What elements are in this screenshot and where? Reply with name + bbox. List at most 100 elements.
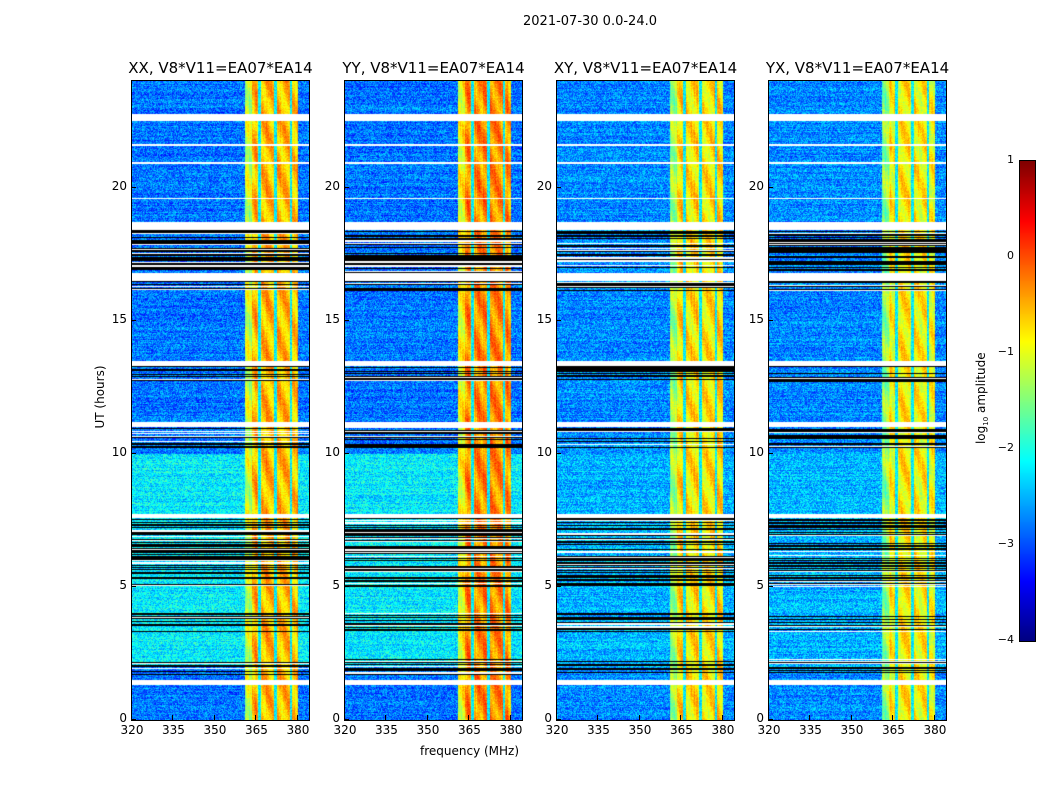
x-tick-label: 365 [458,723,481,737]
colorbar-tick-label: −4 [997,633,1014,646]
x-tick-mark [213,715,215,720]
spectrogram-panel-2: XY, V8*V11=EA07*EA14 [554,59,737,721]
x-tick-mark [597,715,599,720]
y-tick-label: 20 [111,178,127,193]
y-tick-label: 20 [536,178,552,193]
colorbar-tick-label: 1 [1007,153,1014,166]
spectrogram-panel-1: YY, V8*V11=EA07*EA14 [342,59,525,721]
y-tick-label: 0 [119,711,127,725]
x-tick-label: 335 [587,723,610,737]
y-tick-label: 20 [324,178,340,193]
x-tick-mark [131,715,132,720]
x-tick-mark [468,715,470,720]
y-tick-mark [768,319,773,321]
x-tick-label: 350 [416,723,440,737]
x-tick-mark [296,715,298,720]
x-tick-label: 335 [162,723,185,737]
heatmap-image [345,81,522,720]
panel-title: XY, V8*V11=EA07*EA14 [553,59,738,77]
y-tick-mark [344,186,349,188]
y-tick-mark [768,186,773,188]
x-tick-mark [172,715,174,720]
y-tick-mark [556,319,561,321]
x-tick-label: 320 [120,723,144,737]
y-tick-mark [344,585,349,587]
colorbar-tick-label: 0 [1007,249,1014,262]
panel-title: YX, V8*V11=EA07*EA14 [765,59,950,77]
y-tick-mark [344,319,349,321]
x-tick-label: 320 [757,723,781,737]
x-tick-mark [850,715,852,720]
y-tick-label: 10 [324,444,340,459]
y-tick-label: 15 [748,311,764,326]
y-tick-mark [131,452,136,454]
figure-title: 2021-07-30 0.0-24.0 [523,14,657,29]
y-tick-label: 20 [748,178,764,193]
x-tick-label: 365 [245,723,268,737]
x-tick-label: 380 [499,723,523,737]
y-tick-mark [131,719,136,720]
panel-title: YY, V8*V11=EA07*EA14 [342,59,525,77]
y-tick-mark [556,186,561,188]
colorbar-tick-label: −1 [997,345,1014,358]
heatmap-image [769,81,946,720]
x-tick-label: 380 [286,723,310,737]
x-tick-label: 380 [923,723,947,737]
colorbar [1019,160,1036,642]
y-tick-label: 10 [536,444,552,459]
x-tick-label: 335 [799,723,822,737]
spectrogram-panel-0: XX, V8*V11=EA07*EA14 [128,59,313,721]
heatmap-image [557,81,734,720]
x-tick-mark [426,715,428,720]
x-tick-label: 320 [333,723,357,737]
y-axis-label: UT (hours) [93,365,107,429]
x-tick-mark [809,715,811,720]
x-tick-label: 335 [375,723,398,737]
x-tick-mark [509,715,511,720]
x-tick-mark [556,715,557,720]
y-tick-mark [131,186,136,188]
y-tick-label: 15 [111,311,127,326]
x-tick-mark [344,715,345,720]
y-tick-label: 0 [332,711,340,725]
heatmap-image [132,81,309,720]
y-tick-mark [344,452,349,454]
y-tick-label: 15 [324,311,340,326]
x-axis-label: frequency (MHz) [420,744,520,758]
x-tick-mark [933,715,935,720]
y-tick-label: 10 [748,444,764,459]
x-tick-label: 320 [545,723,569,737]
x-tick-label: 350 [840,723,864,737]
y-tick-mark [131,585,136,587]
y-tick-label: 5 [119,577,127,592]
x-tick-mark [892,715,894,720]
colorbar-tick-label: −2 [997,441,1014,454]
y-tick-label: 5 [756,577,764,592]
y-tick-label: 10 [111,444,127,459]
y-tick-mark [344,719,349,720]
x-tick-mark [680,715,682,720]
y-tick-mark [768,452,773,454]
x-tick-label: 365 [882,723,905,737]
y-tick-mark [556,719,561,720]
y-tick-label: 0 [756,711,764,725]
x-tick-label: 350 [628,723,652,737]
y-tick-label: 15 [536,311,552,326]
x-tick-mark [255,715,257,720]
y-tick-mark [768,719,773,720]
y-tick-label: 0 [544,711,552,725]
y-tick-label: 5 [544,577,552,592]
x-tick-mark [385,715,387,720]
x-tick-label: 365 [670,723,693,737]
x-tick-label: 350 [203,723,227,737]
x-tick-mark [638,715,640,720]
spectrogram-panel-3: YX, V8*V11=EA07*EA14 [766,59,949,721]
y-tick-mark [768,585,773,587]
y-tick-mark [556,452,561,454]
panel-title: XX, V8*V11=EA07*EA14 [128,59,313,77]
x-tick-label: 380 [711,723,735,737]
y-tick-label: 5 [332,577,340,592]
x-tick-mark [721,715,723,720]
colorbar-tick-label: −3 [997,537,1014,550]
